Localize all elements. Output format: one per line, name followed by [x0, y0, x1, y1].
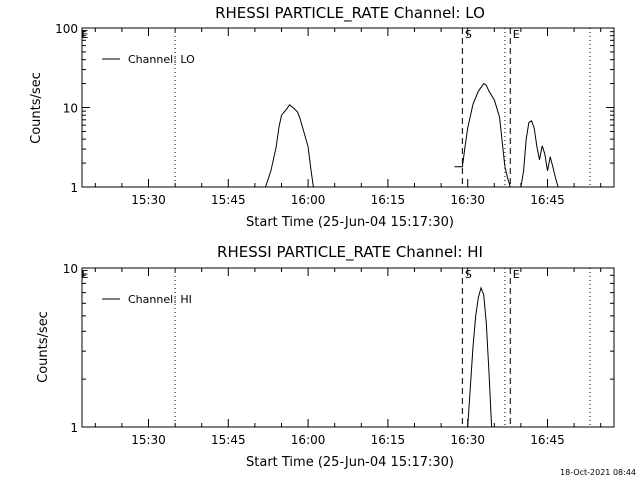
chart-panel-lo: RHESSI PARTICLE_RATE Channel: LO Counts/… — [29, 4, 615, 230]
series-line — [467, 286, 493, 428]
x-axis-label: Start Time (25-Jun-04 15:17:30) — [246, 215, 454, 230]
legend-label: Channel: HI — [128, 293, 192, 306]
chart-title: RHESSI PARTICLE_RATE Channel: HI — [217, 243, 483, 262]
legend-label: Channel: LO — [128, 53, 195, 66]
x-tick-label: 15:30 — [131, 433, 166, 447]
y-tick-label: 10 — [63, 262, 78, 276]
generated-timestamp: 18-Oct-2021 08:44 — [560, 468, 636, 477]
y-axis-label: Counts/sec — [36, 311, 51, 383]
y-tick-label: 1 — [70, 181, 78, 195]
edge-marker-label: E — [82, 268, 89, 281]
series-line — [265, 104, 314, 188]
x-tick-label: 16:00 — [291, 433, 326, 447]
marker-label: S — [465, 28, 472, 41]
x-tick-label: 16:45 — [530, 433, 565, 447]
y-axis-label: Counts/sec — [29, 72, 44, 144]
edge-marker-label: E — [82, 28, 89, 41]
series-line — [454, 82, 506, 168]
x-tick-label: 16:15 — [371, 193, 406, 207]
marker-label: E — [513, 28, 520, 41]
plot-frame — [81, 27, 615, 188]
x-tick-label: 16:30 — [450, 433, 485, 447]
x-axis-label: Start Time (25-Jun-04 15:17:30) — [246, 455, 454, 470]
x-tick-label: 16:45 — [530, 193, 565, 207]
x-tick-label: 15:30 — [131, 193, 166, 207]
y-tick-label: 10 — [63, 102, 78, 116]
marker-label: E — [513, 268, 520, 281]
plot-frame — [81, 267, 615, 428]
x-tick-label: 16:15 — [371, 433, 406, 447]
marker-label: S — [465, 268, 472, 281]
chart-title: RHESSI PARTICLE_RATE Channel: LO — [215, 4, 485, 23]
chart-panel-hi: RHESSI PARTICLE_RATE Channel: HI Counts/… — [36, 243, 615, 470]
x-tick-label: 15:45 — [211, 433, 246, 447]
x-tick-label: 16:00 — [291, 193, 326, 207]
series-line — [520, 120, 559, 188]
x-tick-label: 15:45 — [211, 193, 246, 207]
y-tick-label: 100 — [55, 22, 78, 36]
series-line — [504, 166, 511, 188]
x-tick-label: 16:30 — [450, 193, 485, 207]
y-tick-label: 1 — [70, 421, 78, 435]
